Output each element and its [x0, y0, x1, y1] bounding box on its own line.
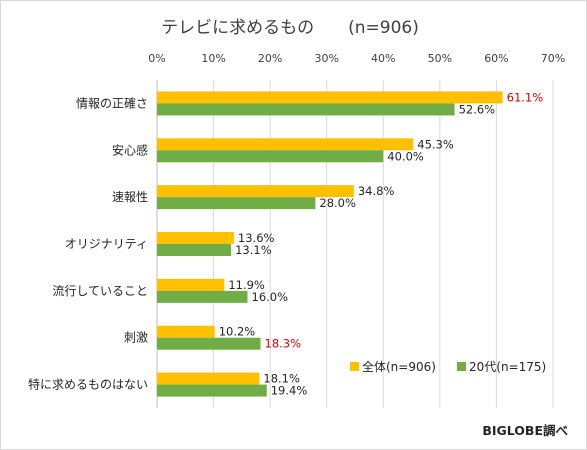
- data-label: 34.8%: [358, 184, 395, 198]
- x-tick-label: 70%: [541, 52, 565, 65]
- data-label: 40.0%: [387, 149, 424, 163]
- x-tick-label: 20%: [258, 52, 282, 65]
- bar-twenties: [157, 150, 384, 163]
- bar-twenties: [157, 103, 455, 116]
- data-label: 18.1%: [263, 372, 300, 386]
- data-label: 13.6%: [238, 231, 275, 245]
- bar-twenties: [157, 197, 316, 210]
- bar-twenties: [157, 337, 261, 350]
- bar-overall: [157, 185, 354, 198]
- data-label: 13.1%: [235, 243, 272, 257]
- data-label: 16.0%: [252, 290, 289, 304]
- x-tick-label: 0%: [148, 52, 165, 65]
- category-label: 安心感: [112, 142, 148, 157]
- data-label: 28.0%: [319, 196, 356, 210]
- data-label: 10.2%: [219, 325, 256, 339]
- bar-overall: [157, 325, 215, 338]
- legend-swatch: [350, 362, 359, 371]
- category-label: 流行していること: [52, 284, 148, 298]
- legend-label: 20代(n=175): [469, 360, 546, 374]
- x-tick-label: 30%: [314, 52, 338, 65]
- data-label: 18.3%: [265, 337, 302, 351]
- x-tick-label: 10%: [201, 52, 225, 65]
- x-tick-label: 40%: [371, 52, 395, 65]
- bar-twenties: [157, 244, 232, 256]
- x-tick-label: 50%: [428, 52, 452, 65]
- bar-twenties: [157, 290, 248, 303]
- bar-overall: [157, 91, 503, 104]
- category-label: 情報の正確さ: [76, 95, 148, 110]
- data-label: 52.6%: [459, 102, 496, 116]
- category-label: 特に求めるものはない: [28, 377, 148, 392]
- x-tick-label: 60%: [484, 52, 508, 65]
- bar-overall: [157, 232, 234, 244]
- data-label: 19.4%: [271, 384, 308, 398]
- legend-label: 全体(n=906): [362, 359, 436, 374]
- bar-overall: [157, 372, 260, 385]
- data-label: 61.1%: [507, 90, 544, 104]
- data-label: 45.3%: [417, 137, 454, 151]
- category-label: オリジナリティ: [65, 237, 148, 251]
- x-axis-ticks: 0% 10% 20% 30% 40% 50% 60% 70%: [148, 52, 565, 65]
- bar-overall: [157, 138, 414, 151]
- data-labels: 61.1% 52.6% 45.3%40.0% 34.8%28.0% 13.6%13.1%…: [219, 90, 544, 397]
- category-label: 刺激: [124, 331, 148, 345]
- source-note: BIGLOBE調べ: [482, 423, 568, 438]
- category-label: 速報性: [112, 190, 148, 204]
- bar-twenties: [157, 384, 267, 397]
- chart-title: テレビに求めるもの (n=906): [161, 18, 419, 38]
- legend-swatch: [457, 362, 466, 371]
- legend: 全体(n=906) 20代(n=175): [350, 359, 546, 374]
- bars: [157, 91, 503, 397]
- data-label: 11.9%: [228, 278, 265, 292]
- bar-overall: [157, 278, 225, 291]
